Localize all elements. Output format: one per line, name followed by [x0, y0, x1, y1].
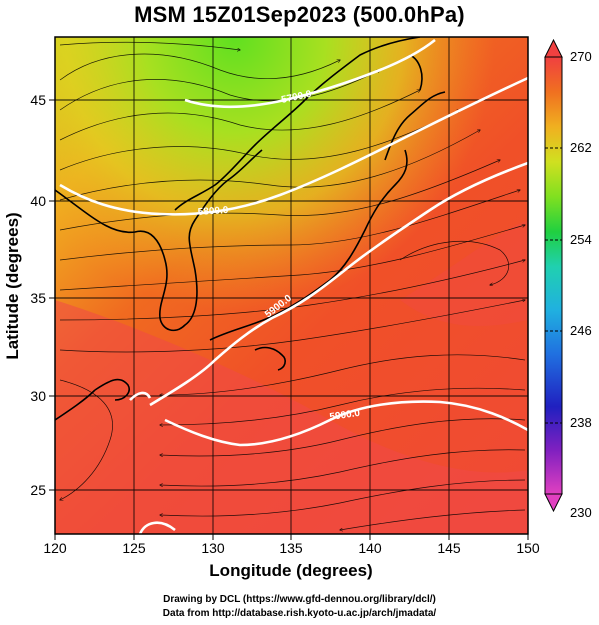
contour-5900-west	[129, 391, 152, 401]
contour-5900-south	[164, 400, 528, 447]
contour-label-5800: 5800.0	[197, 205, 229, 218]
credits: Drawing by DCL (https://www.gfd-dennou.o…	[0, 593, 599, 621]
contour-5900-north	[149, 161, 528, 407]
y-axis: 25 30 35 40 45 Latitude (degrees)	[3, 92, 55, 498]
credit-data: Data from http://database.rish.kyoto-u.a…	[162, 608, 437, 619]
x-axis-title: Longitude (degrees)	[209, 561, 372, 580]
colorbar-tick: 254	[570, 232, 592, 247]
x-tick-label: 130	[201, 540, 225, 556]
colorbar: 270 262 254 246 238 230	[544, 38, 592, 520]
colorbar-tick: 270	[570, 49, 592, 64]
x-tick-label: 125	[122, 540, 146, 556]
contour-label-5900-south: 5900.0	[329, 408, 361, 423]
contour-low-corner	[138, 521, 176, 534]
warm-patch-south	[55, 300, 528, 534]
x-tick-label: 145	[437, 540, 461, 556]
colorbar-tick: 238	[570, 415, 592, 430]
y-tick-label: 25	[30, 482, 46, 498]
x-tick-label: 150	[516, 540, 540, 556]
x-axis: 120 125 130 135 140 145 150 Longitude (d…	[43, 534, 540, 580]
colorbar-bottom-triangle	[544, 493, 563, 513]
colorbar-tick: 230	[570, 505, 592, 520]
x-tick-label: 135	[279, 540, 303, 556]
plot-area: 5700.0 5800.0 5900.0 5900.0	[55, 37, 528, 534]
contour-5800	[59, 76, 528, 216]
x-tick-label: 120	[43, 540, 67, 556]
y-tick-label: 45	[30, 92, 46, 108]
warm-patch-east	[400, 220, 528, 326]
chart-title: MSM 15Z01Sep2023 (500.0hPa)	[134, 2, 465, 27]
contour-5700	[184, 38, 436, 109]
x-tick-label: 140	[358, 540, 382, 556]
y-tick-label: 35	[30, 290, 46, 306]
y-axis-title: Latitude (degrees)	[3, 212, 22, 359]
y-tick-label: 30	[30, 388, 46, 404]
colorbar-tick: 246	[570, 323, 592, 338]
grid	[55, 37, 528, 534]
credit-drawing: Drawing by DCL (https://www.gfd-dennou.o…	[163, 594, 436, 605]
height-contours	[59, 38, 528, 534]
colorbar-top-triangle	[544, 38, 563, 58]
colorbar-tick: 262	[570, 140, 592, 155]
y-tick-label: 40	[30, 193, 46, 209]
colorbar-body	[544, 56, 563, 495]
